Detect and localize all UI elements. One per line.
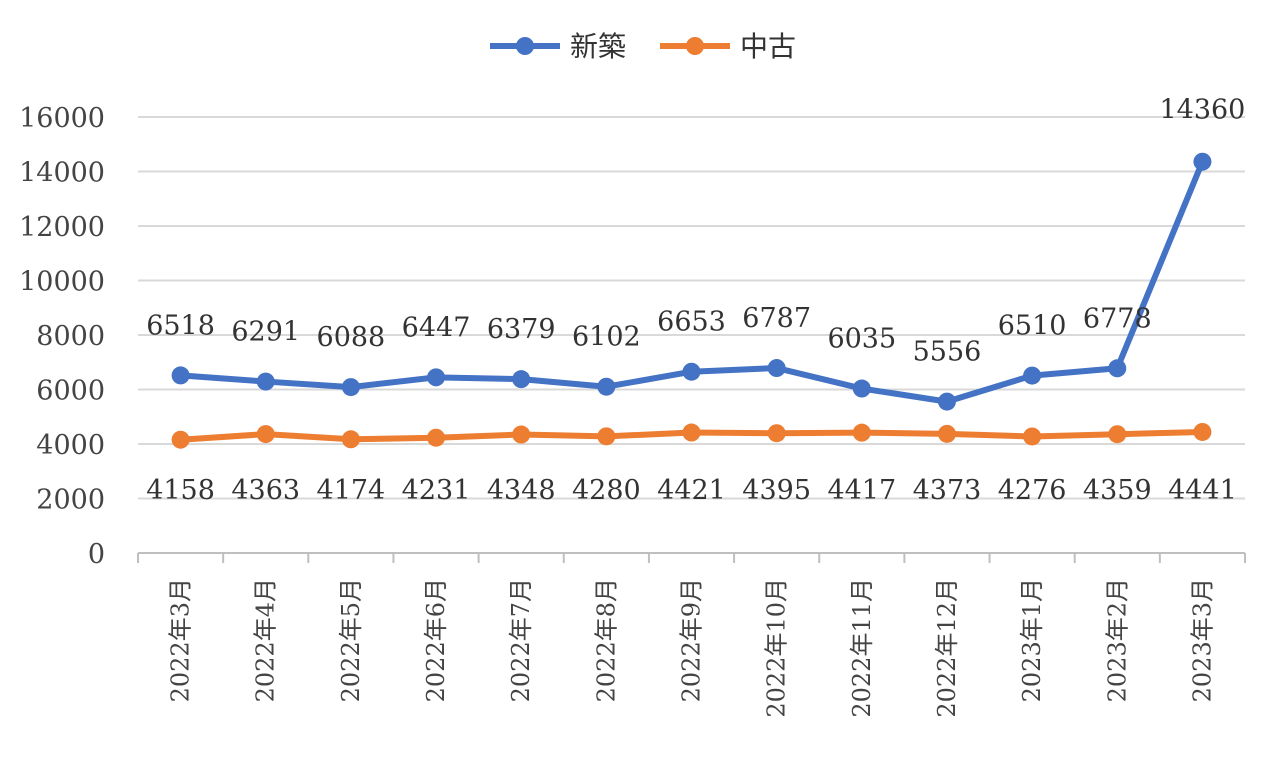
data-label: 6787 [742, 303, 811, 334]
x-tick-label: 2022年9月 [678, 578, 706, 702]
x-axis: 2022年3月 2022年4月 2022年5月 2022年6月 2022年7月 2022年… [137, 552, 1246, 718]
x-tick-label: 2022年3月 [167, 578, 195, 702]
data-label: 6510 [998, 311, 1067, 342]
data-label: 6035 [827, 324, 896, 355]
data-point [1108, 425, 1127, 444]
data-point [1193, 152, 1212, 171]
data-label: 14360 [1159, 95, 1245, 126]
data-label: 4276 [998, 475, 1067, 506]
data-label: 5556 [913, 337, 982, 368]
data-point [937, 392, 956, 411]
legend-label: 中古 [740, 30, 796, 63]
series-layer [171, 152, 1212, 449]
legend-item: 中古 [660, 30, 796, 63]
data-label: 6447 [402, 312, 471, 343]
data-labels: 6518 6291 6088 6447 6379 6102 6653 6787 6035 5556… [146, 95, 1245, 506]
data-label: 4359 [1083, 475, 1152, 506]
x-tick-label: 2022年6月 [422, 578, 450, 702]
data-point [512, 425, 531, 444]
y-tick-label: 10000 [19, 267, 105, 298]
data-point [512, 370, 531, 389]
data-label: 4174 [317, 475, 386, 506]
y-tick-label: 4000 [36, 430, 105, 461]
y-tick-label: 12000 [19, 212, 105, 243]
y-tick-label: 2000 [36, 485, 105, 516]
legend-item: 新築 [490, 30, 626, 63]
x-tick-label: 2022年5月 [337, 578, 365, 702]
y-axis-ticks: 0 2000 4000 6000 8000 10000 12000 14000 16000 [19, 103, 105, 570]
data-label: 6088 [317, 322, 386, 353]
legend-marker [686, 37, 704, 55]
data-point [341, 378, 360, 397]
data-point [682, 362, 701, 381]
data-point [767, 359, 786, 378]
y-tick-label: 16000 [19, 103, 105, 134]
legend-label: 新築 [570, 30, 626, 63]
data-label: 6102 [572, 322, 641, 353]
data-point [682, 423, 701, 442]
x-tick-label: 2022年10月 [763, 578, 791, 718]
data-label: 6518 [146, 310, 215, 341]
data-label: 4417 [827, 475, 896, 506]
x-tick-label: 2022年8月 [592, 578, 620, 702]
data-label: 4421 [657, 475, 726, 506]
data-point [341, 430, 360, 449]
data-label: 4348 [487, 475, 556, 506]
data-label: 4158 [146, 475, 215, 506]
x-tick-label: 2022年4月 [252, 578, 280, 702]
data-point [852, 379, 871, 398]
data-point [937, 424, 956, 443]
gridlines [138, 116, 1245, 500]
legend-marker [516, 37, 534, 55]
x-tick-label: 2023年2月 [1103, 578, 1131, 702]
x-tick-label: 2022年7月 [507, 578, 535, 702]
data-point [1023, 427, 1042, 446]
x-tick-label: 2022年12月 [933, 578, 961, 718]
data-label: 6291 [231, 317, 300, 348]
data-label: 6653 [657, 307, 726, 338]
data-label: 4373 [913, 475, 982, 506]
data-label: 4395 [742, 475, 811, 506]
x-tick-label: 2023年3月 [1188, 578, 1216, 702]
data-label: 4363 [231, 475, 300, 506]
data-point [171, 430, 190, 449]
data-point [256, 372, 275, 391]
data-label: 4280 [572, 475, 641, 506]
data-point [427, 428, 446, 447]
y-tick-label: 14000 [19, 158, 105, 189]
data-point [1023, 366, 1042, 385]
data-point [1108, 359, 1127, 378]
x-tick-label: 2023年1月 [1018, 578, 1046, 702]
data-point [852, 423, 871, 442]
legend: 新築 中古 [490, 30, 796, 63]
data-label: 4441 [1168, 475, 1237, 506]
data-point [1193, 422, 1212, 441]
data-point [597, 377, 616, 396]
y-tick-label: 8000 [36, 321, 105, 352]
x-tick-label: 2022年11月 [848, 578, 876, 718]
data-label: 6778 [1083, 303, 1152, 334]
data-point [171, 366, 190, 385]
data-point [427, 368, 446, 387]
data-label: 4231 [402, 475, 471, 506]
data-point [597, 427, 616, 446]
data-label: 6379 [487, 314, 556, 345]
data-point [767, 424, 786, 443]
y-tick-label: 0 [88, 539, 105, 570]
data-point [256, 425, 275, 444]
y-tick-label: 6000 [36, 376, 105, 407]
